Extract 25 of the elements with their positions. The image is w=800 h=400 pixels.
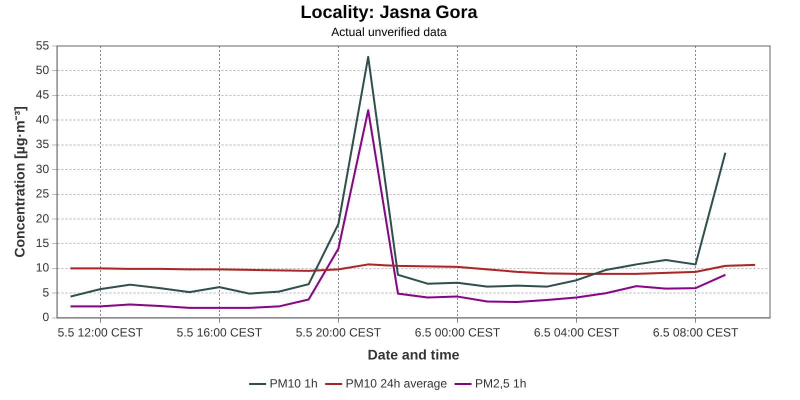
y-tick-label: 0 [42, 310, 50, 324]
y-tick-label: 30 [36, 162, 50, 176]
x-tick-label: 5.5 12:00 CEST [58, 325, 144, 340]
x-tick-label: 6.5 00:00 CEST [414, 325, 501, 340]
y-tick-label: 35 [36, 137, 50, 152]
legend-label: PM2,5 1h [475, 376, 526, 390]
y-tick-label: 55 [36, 38, 50, 52]
x-tick-label: 5.5 16:00 CEST [176, 325, 263, 340]
x-tick-label: 6.5 04:00 CEST [534, 325, 620, 340]
y-tick-label: 45 [36, 88, 50, 102]
chart-subtitle: Actual unverified data [331, 25, 448, 40]
legend-label: PM10 24h average [346, 376, 448, 390]
x-tick-label: 5.5 20:00 CEST [296, 325, 382, 340]
legend-label: PM10 1h [270, 376, 318, 390]
y-tick-label: 5 [42, 285, 50, 300]
x-tick-label: 6.5 08:00 CEST [652, 325, 739, 340]
y-axis-title: Concentration [µg·m⁻³] [11, 106, 28, 258]
y-tick-label: 25 [36, 186, 50, 201]
y-tick-label: 15 [36, 236, 50, 250]
y-tick-label: 40 [36, 112, 50, 126]
x-axis-title: Date and time [368, 346, 460, 362]
y-tick-label: 10 [36, 260, 50, 275]
chart-title: Locality: Jasna Gora [300, 2, 479, 22]
y-tick-label: 50 [36, 63, 50, 78]
y-tick-label: 20 [36, 211, 50, 226]
